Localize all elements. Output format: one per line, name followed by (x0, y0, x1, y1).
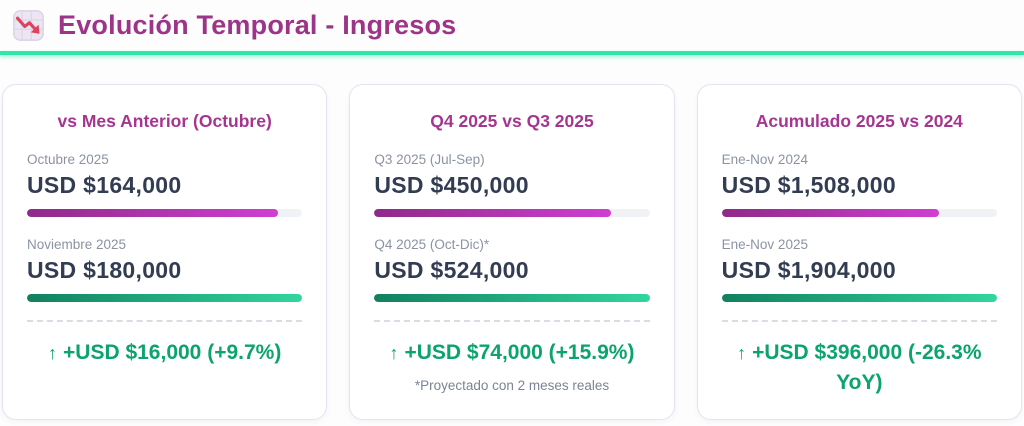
change-summary: ↑ +USD $396,000 (-26.3% YoY) (722, 338, 997, 399)
page-title: Evolución Temporal - Ingresos (58, 10, 457, 40)
current-period-value: USD $180,000 (27, 257, 182, 283)
previous-period-bar (374, 209, 650, 217)
up-arrow-icon: ↑ (737, 343, 747, 363)
current-period-value: USD $1,904,000 (721, 257, 896, 283)
previous-period-label: Octubre 2025 (27, 152, 109, 167)
previous-period-bar-fill (374, 209, 612, 217)
previous-period-value: USD $164,000 (27, 172, 182, 198)
change-text: +USD $74,000 (+15.9%) (404, 341, 635, 364)
current-period-bar-fill (721, 294, 997, 302)
current-period-bar (374, 294, 650, 302)
previous-period-value: USD $1,508,000 (721, 172, 896, 198)
dashed-divider (374, 320, 650, 322)
current-period-bar-fill (27, 294, 303, 302)
up-arrow-icon: ↑ (389, 343, 399, 363)
previous-period-bar-fill (721, 209, 940, 217)
card-title: vs Mes Anterior (Octubre) (57, 111, 272, 131)
change-summary: ↑ +USD $74,000 (+15.9%) (374, 338, 649, 368)
current-period-label: Ene-Nov 2025 (721, 237, 808, 252)
previous-period-value: USD $450,000 (374, 172, 529, 198)
current-period-value: USD $524,000 (374, 257, 529, 283)
card-q4-vs-q3: Q4 2025 vs Q3 2025 Q3 2025 (Jul-Sep) USD… (349, 84, 675, 420)
previous-period-label: Q3 2025 (Jul-Sep) (374, 152, 485, 167)
previous-period-bar (27, 209, 303, 217)
card-acumulado: Acumulado 2025 vs 2024 Ene-Nov 2024 USD … (696, 84, 1022, 420)
dashed-divider (27, 320, 303, 322)
card-vs-mes-anterior: vs Mes Anterior (Octubre) Octubre 2025 U… (2, 84, 328, 420)
dashed-divider (721, 320, 997, 322)
page-header: Evolución Temporal - Ingresos (0, 0, 1024, 42)
current-period-bar (721, 294, 997, 302)
chart-decreasing-icon (13, 10, 44, 41)
card-footnote: *Proyectado con 2 meses reales (414, 378, 610, 394)
current-period-bar (27, 294, 303, 302)
change-summary: ↑ +USD $16,000 (+9.7%) (27, 338, 302, 368)
current-period-label: Noviembre 2025 (27, 237, 127, 252)
header-underline (0, 51, 1024, 55)
card-title: Q4 2025 vs Q3 2025 (430, 111, 594, 131)
change-text: +USD $396,000 (-26.3% YoY) (752, 341, 982, 395)
previous-period-label: Ene-Nov 2024 (721, 152, 808, 167)
previous-period-bar-fill (27, 209, 278, 217)
current-period-label: Q4 2025 (Oct-Dic)* (374, 237, 490, 252)
comparison-cards: vs Mes Anterior (Octubre) Octubre 2025 U… (2, 84, 1022, 420)
current-period-bar-fill (374, 294, 650, 302)
card-title: Acumulado 2025 vs 2024 (755, 111, 963, 131)
up-arrow-icon: ↑ (48, 343, 58, 363)
previous-period-bar (721, 209, 997, 217)
change-text: +USD $16,000 (+9.7%) (63, 341, 282, 364)
